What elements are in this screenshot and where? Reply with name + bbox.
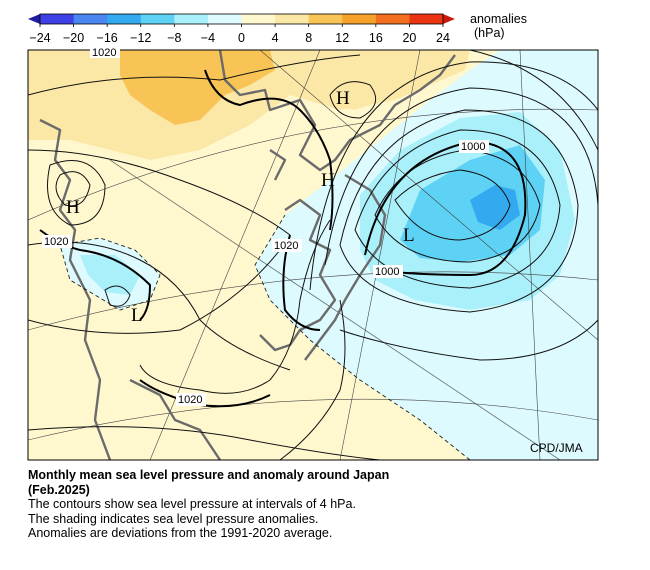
colorbar-segment <box>73 14 108 24</box>
colorbar-left-arrow <box>28 14 40 24</box>
colorbar-segment <box>40 14 75 24</box>
isobar-label: 1000 <box>375 266 399 278</box>
colorbar-tick-label: −8 <box>167 31 181 45</box>
colorbar-tick-label: 12 <box>335 31 349 45</box>
anomaly-colorbar: −24 −20 −16 −12 −8 −4 0 4 8 12 16 20 24 anomalies (h… <box>28 12 527 45</box>
pressure-anomaly-map: 1020 1020 1020 1020 1000 1000 H H H L L … <box>27 46 599 461</box>
colorbar-segment <box>308 14 343 24</box>
caption-line: The shading indicates sea level pressure… <box>28 512 319 526</box>
map-credit: CPD/JMA <box>530 441 583 455</box>
low-center-label: L <box>403 225 415 246</box>
colorbar-tick-label: −20 <box>63 31 84 45</box>
graticule <box>28 50 598 460</box>
colorbar-tick-label: 24 <box>436 31 450 45</box>
caption-title: Monthly mean sea level pressure and anom… <box>28 468 390 482</box>
caption-line: Anomalies are deviations from the 1991-2… <box>28 526 333 540</box>
isobar-label: 1020 <box>274 240 298 252</box>
colorbar-tick-label: −16 <box>97 31 118 45</box>
colorbar-tick-label: 0 <box>238 31 245 45</box>
negative-anomaly-core <box>470 185 520 230</box>
caption-date: (Feb.2025) <box>28 483 90 497</box>
zero-anomaly-contour <box>254 214 471 460</box>
map-frame <box>27 49 599 461</box>
colorbar-tick-label: −12 <box>130 31 151 45</box>
strong-positive-anomaly-region <box>120 50 275 125</box>
isobar-label: 1020 <box>178 394 202 406</box>
colorbar-segment <box>207 14 242 24</box>
high-center-label: H <box>66 197 80 218</box>
colorbar-unit: (hPa) <box>474 26 505 40</box>
colorbar-tick-label: 4 <box>272 31 279 45</box>
isobar-label: 1020 <box>44 236 68 248</box>
colorbar-segment <box>342 14 377 24</box>
colorbar-segment <box>241 14 276 24</box>
pressure-centers: H H H L L <box>66 88 415 326</box>
coastlines <box>39 50 456 460</box>
colorbar-tick-label: −4 <box>201 31 215 45</box>
colorbar-segment <box>107 14 142 24</box>
isobars-bold <box>39 69 527 408</box>
colorbar-tick-label: 20 <box>402 31 416 45</box>
high-center-label: H <box>321 170 335 191</box>
colorbar-tick-label: 16 <box>369 31 383 45</box>
colorbar-segment <box>409 14 444 24</box>
caption-line: The contours show sea level pressure at … <box>28 497 356 511</box>
colorbar-title: anomalies <box>470 12 527 26</box>
isobars <box>28 50 598 460</box>
colorbar-ticks: −24 −20 −16 −12 −8 −4 0 4 8 12 16 20 24 <box>29 24 450 45</box>
low-center-label: L <box>131 305 143 326</box>
colorbar-tick-label: 8 <box>305 31 312 45</box>
colorbar-segment <box>174 14 209 24</box>
colorbar-segment <box>375 14 410 24</box>
colorbar-right-arrow <box>443 14 455 24</box>
isobar-label: 1000 <box>461 141 485 153</box>
colorbar-segments <box>40 14 444 24</box>
colorbar-tick-label: −24 <box>29 31 50 45</box>
colorbar-segment <box>275 14 310 24</box>
high-center-label: H <box>336 88 350 109</box>
colorbar-segment <box>140 14 175 24</box>
isobar-label: 1020 <box>92 47 116 59</box>
zero-anomaly-contour-west <box>59 237 161 311</box>
isobar-labels: 1020 1020 1020 1020 1000 1000 <box>42 46 489 406</box>
